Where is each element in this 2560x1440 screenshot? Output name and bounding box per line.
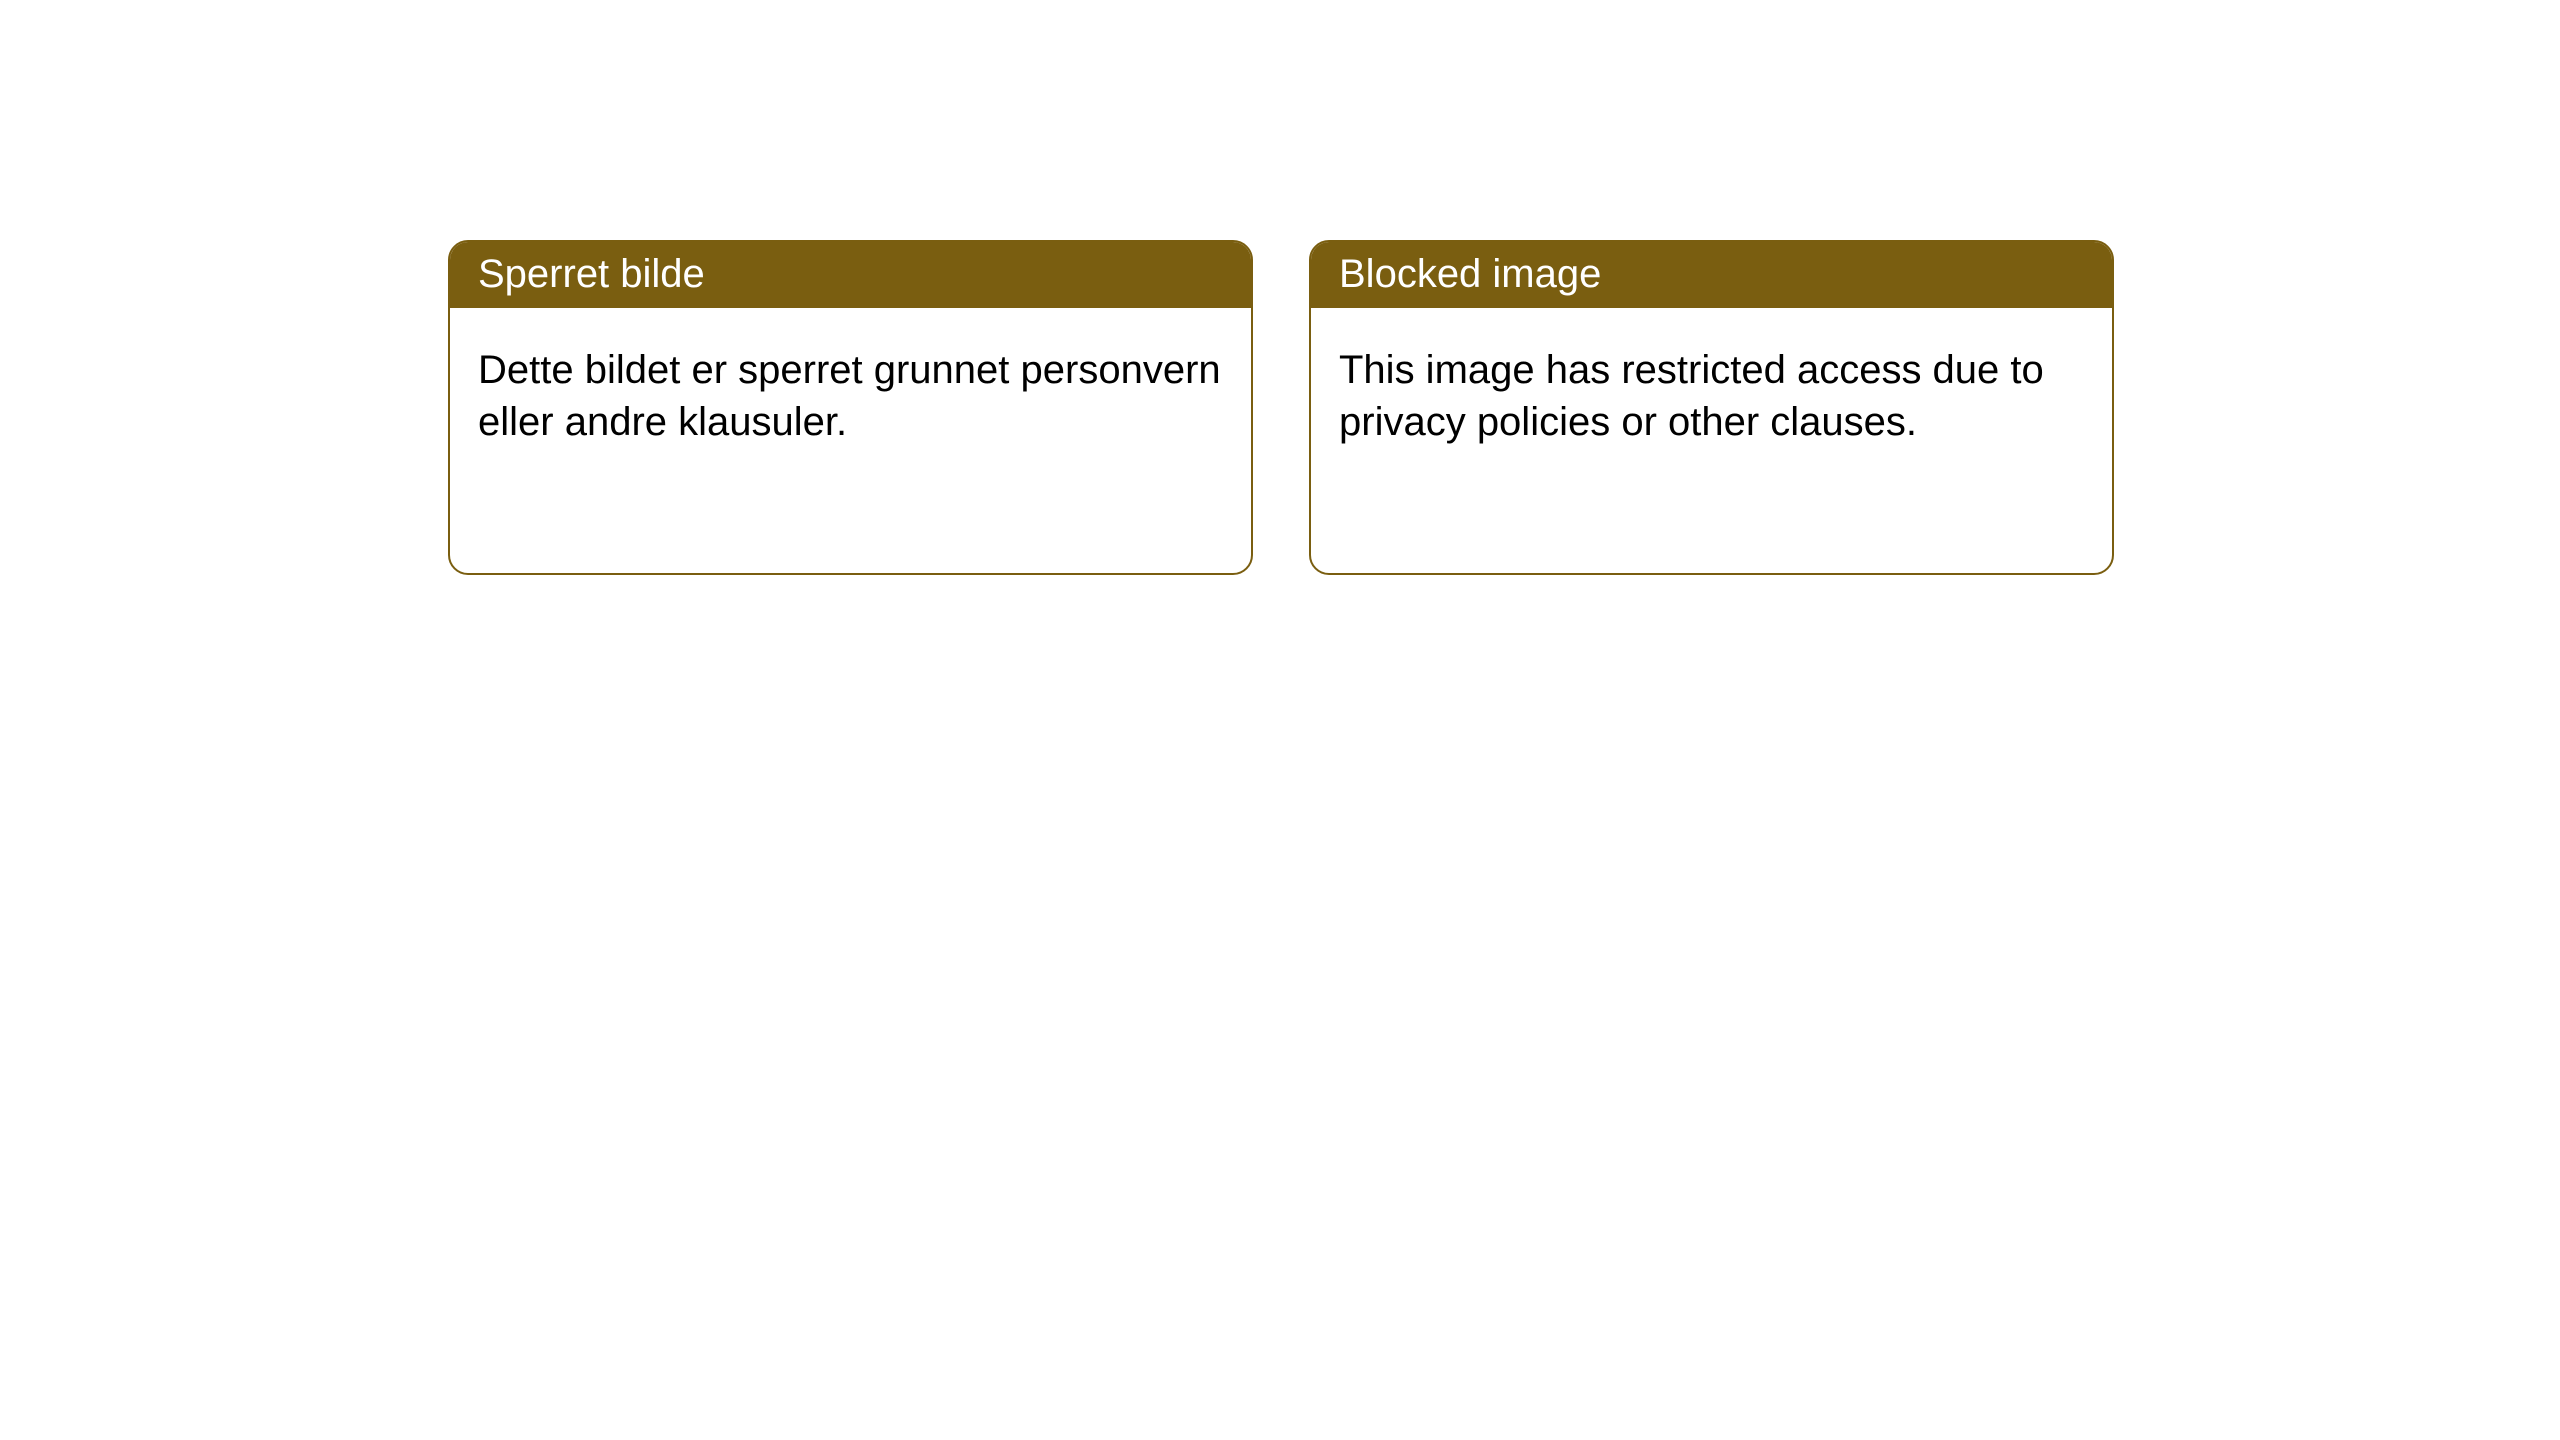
notice-card-english: Blocked image This image has restricted …: [1309, 240, 2114, 575]
notice-body-english: This image has restricted access due to …: [1311, 308, 2112, 484]
notice-card-norwegian: Sperret bilde Dette bildet er sperret gr…: [448, 240, 1253, 575]
notice-title-norwegian: Sperret bilde: [450, 242, 1251, 308]
notice-container: Sperret bilde Dette bildet er sperret gr…: [0, 0, 2560, 575]
notice-body-norwegian: Dette bildet er sperret grunnet personve…: [450, 308, 1251, 484]
notice-title-english: Blocked image: [1311, 242, 2112, 308]
